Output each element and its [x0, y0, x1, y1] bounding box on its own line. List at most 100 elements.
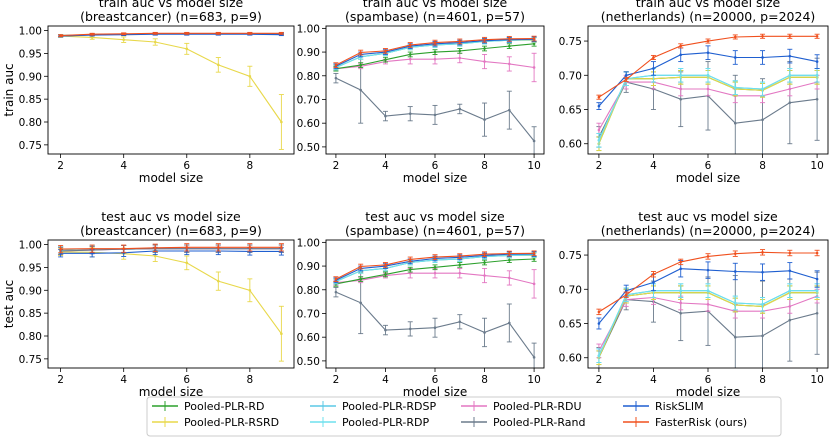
point-pooled-plr-rsrd [153, 254, 157, 258]
point-pooled-plr-rand [384, 328, 387, 332]
y-tick-label: 0.70 [297, 308, 320, 320]
point-pooled-plr-rand [815, 311, 819, 315]
point-pooled-plr-rsrd [153, 40, 157, 44]
point-pooled-plr-rdu [706, 87, 710, 91]
point-pooled-plr-rd [408, 53, 412, 56]
point-fasterrisk-ours [59, 247, 62, 251]
point-fasterrisk-ours [532, 251, 536, 255]
y-tick-label: 1.00 [19, 240, 42, 252]
x-tick-label: 6 [705, 374, 712, 386]
point-pooled-plr-rd [408, 268, 412, 271]
point-pooled-plr-rdp [679, 73, 683, 77]
point-pooled-plr-rand [761, 118, 764, 122]
series-line-fasterrisk-ours [60, 32, 282, 37]
subplot-subtitle: (breastcancer) (n=683, p=9) [80, 223, 262, 238]
point-pooled-plr-rdu [788, 87, 792, 91]
point-pooled-plr-rsrd [185, 47, 189, 51]
y-tick-label: 0.80 [297, 71, 320, 83]
x-tick-label: 10 [527, 160, 540, 172]
point-pooled-plr-rand [334, 290, 338, 294]
series-line-riskslim [60, 33, 282, 37]
point-pooled-plr-rdp [733, 86, 737, 89]
y-tick-label: 0.90 [19, 71, 42, 83]
subplot-2: train auc vs model size(spambase) (n=460… [297, 0, 545, 185]
y-tick-label: 0.95 [19, 262, 42, 274]
point-pooled-plr-rdp [706, 73, 710, 77]
point-riskslim [815, 60, 819, 63]
legend-entry-pooled-plr-rdsp: Pooled-PLR-RDSP [310, 400, 437, 413]
x-tick-label: 4 [382, 160, 389, 172]
point-fasterrisk-ours [508, 37, 511, 41]
point-pooled-plr-rdp [733, 301, 737, 305]
y-tick-label: 0.50 [297, 356, 320, 368]
point-fasterrisk-ours [59, 34, 62, 37]
point-fasterrisk-ours [384, 263, 387, 267]
x-tick-label: 10 [810, 374, 823, 386]
point-pooled-plr-rd [458, 49, 462, 53]
point-pooled-plr-rdu [408, 57, 412, 61]
point-riskslim [733, 270, 737, 273]
y-axis-label: test auc [2, 280, 16, 328]
point-fasterrisk-ours [483, 38, 486, 42]
point-riskslim [761, 56, 764, 59]
point-pooled-plr-rdu [706, 303, 710, 306]
x-tick-label: 2 [596, 160, 603, 172]
point-riskslim [679, 267, 683, 271]
point-pooled-plr-rsrd [122, 38, 125, 42]
y-tick-label: 1.00 [297, 237, 320, 249]
point-pooled-plr-rd [483, 261, 486, 264]
point-riskslim [652, 281, 655, 284]
series-line-pooled-plr-rsrd [60, 35, 282, 123]
point-pooled-plr-rand [483, 118, 486, 121]
point-pooled-plr-rdp [597, 139, 601, 142]
y-tick-label: 0.85 [19, 308, 42, 320]
point-fasterrisk-ours [788, 34, 792, 38]
point-pooled-plr-rsrd [248, 288, 252, 292]
point-riskslim [788, 269, 792, 273]
point-fasterrisk-ours [532, 37, 536, 40]
subplot-subtitle: (breastcancer) (n=683, p=9) [80, 9, 262, 24]
x-axis-label: model size [403, 171, 467, 185]
point-pooled-plr-rdu [408, 271, 412, 275]
point-pooled-plr-rd [384, 273, 387, 276]
x-tick-label: 8 [481, 374, 488, 386]
point-fasterrisk-ours [624, 78, 628, 81]
point-pooled-plr-rand [815, 97, 819, 101]
series-line-riskslim [60, 250, 282, 254]
x-axis-label: model size [139, 385, 203, 399]
x-axis-label: model size [676, 171, 740, 185]
point-pooled-plr-rdp [788, 73, 792, 77]
point-pooled-plr-rd [483, 47, 486, 50]
y-tick-label: 0.65 [559, 319, 582, 331]
point-riskslim [815, 277, 819, 281]
point-riskslim [597, 322, 601, 325]
x-tick-label: 10 [527, 374, 540, 386]
point-fasterrisk-ours [408, 43, 412, 47]
point-fasterrisk-ours [185, 246, 189, 249]
point-pooled-plr-rdu [532, 282, 536, 286]
y-tick-label: 1.00 [19, 26, 42, 38]
point-pooled-plr-rdu [679, 301, 683, 305]
y-tick-label: 0.75 [19, 354, 42, 366]
point-pooled-plr-rdu [458, 56, 462, 60]
y-tick-label: 0.90 [297, 47, 320, 59]
point-pooled-plr-rand [788, 101, 792, 104]
legend-label: RiskSLIM [655, 400, 704, 413]
series-line-pooled-plr-rand [60, 248, 282, 252]
x-axis-label: model size [676, 385, 740, 399]
x-tick-label: 6 [183, 374, 190, 386]
point-riskslim [597, 104, 601, 108]
y-tick-label: 0.50 [297, 142, 320, 154]
point-pooled-plr-rand [508, 108, 511, 112]
x-tick-label: 2 [333, 160, 340, 172]
y-tick-label: 0.60 [297, 332, 320, 344]
subplot-subtitle: (spambase) (n=4601, p=57) [345, 9, 525, 24]
point-pooled-plr-rd [532, 42, 536, 46]
point-fasterrisk-ours [458, 40, 462, 43]
point-fasterrisk-ours [153, 246, 157, 250]
point-pooled-plr-rand [359, 88, 362, 92]
axes-frame [587, 239, 829, 369]
point-pooled-plr-rand [679, 97, 683, 101]
series-group [333, 35, 537, 154]
y-tick-label: 0.85 [19, 94, 42, 106]
